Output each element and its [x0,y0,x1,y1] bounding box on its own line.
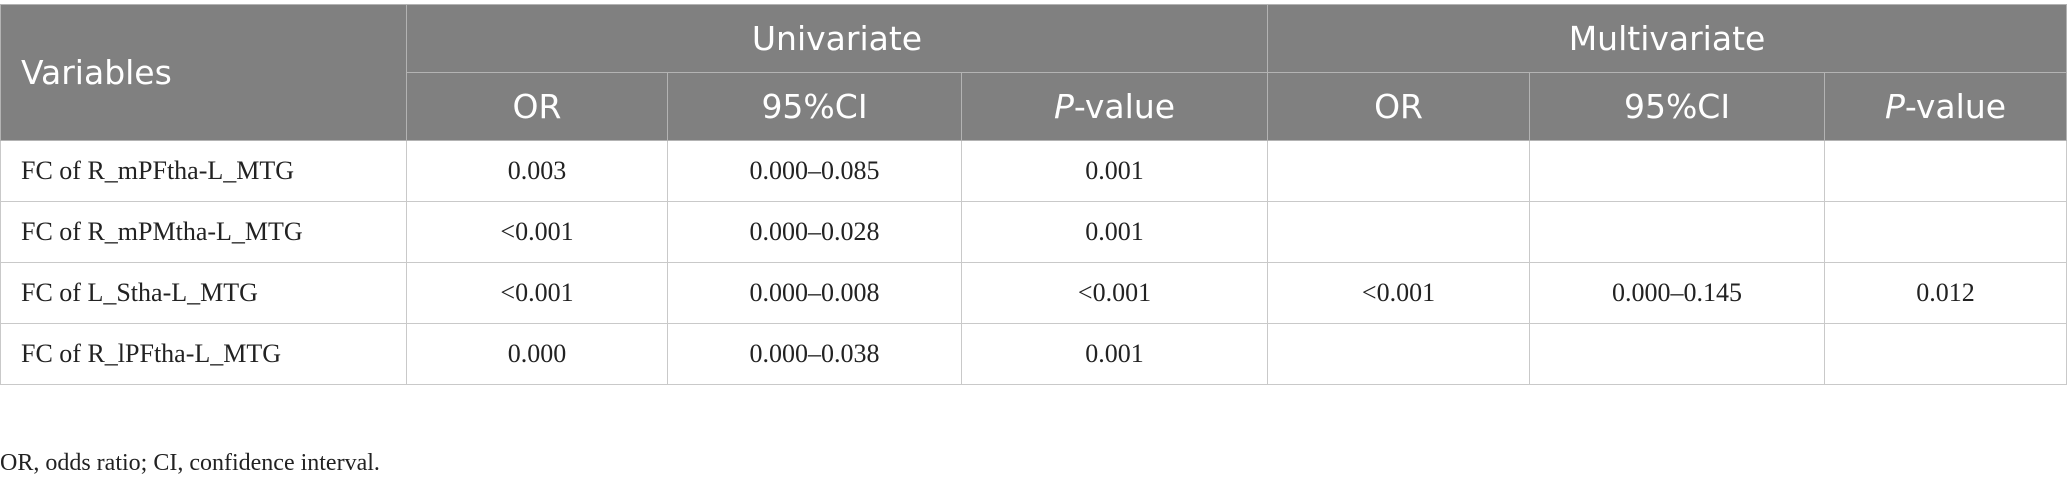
table-cell: 0.000 [406,323,668,385]
table-cell: <0.001 [1267,262,1531,324]
table-cell [1824,323,2067,385]
table-cell: 0.001 [960,323,1269,385]
table-cell: 0.000–0.145 [1529,262,1826,324]
table-cell [1824,201,2067,263]
table-row: FC of R_lPFtha-L_MTG 0.000 0.000–0.038 0… [0,323,2067,385]
table-cell: 0.001 [960,140,1269,202]
table-cell [1267,323,1531,385]
table-cell: 0.001 [960,201,1269,263]
table-cell [1529,140,1826,202]
variable-cell: FC of R_mPFtha-L_MTG [0,140,407,202]
table-row: FC of R_mPMtha-L_MTG <0.001 0.000–0.028 … [0,201,2067,263]
multivariate-pvalue-header: P-value [1824,72,2067,141]
table-row: FC of R_mPFtha-L_MTG 0.003 0.000–0.085 0… [0,140,2067,202]
table-cell: 0.000–0.028 [667,201,962,263]
table-cell: <0.001 [960,262,1269,324]
variables-header: Variables [0,4,407,141]
table-cell: 0.000–0.038 [667,323,962,385]
table-cell [1529,201,1826,263]
table-cell: 0.000–0.085 [667,140,962,202]
table-cell [1824,140,2067,202]
table-cell [1267,140,1531,202]
table-cell [1267,201,1531,263]
multivariate-header: Multivariate [1267,4,2067,73]
variable-cell: FC of L_Stha-L_MTG [0,262,407,324]
table-cell: 0.003 [406,140,668,202]
univariate-ci-header: 95%CI [667,72,962,141]
table-cell [1529,323,1826,385]
table-cell: <0.001 [406,262,668,324]
table-footnote: OR, odds ratio; CI, confidence interval. [0,450,380,476]
variable-cell: FC of R_mPMtha-L_MTG [0,201,407,263]
results-table: Variables Univariate Multivariate OR 95%… [0,4,2067,385]
table-cell: <0.001 [406,201,668,263]
univariate-or-header: OR [406,72,668,141]
univariate-header: Univariate [405,4,1269,73]
table-row: FC of L_Stha-L_MTG <0.001 0.000–0.008 <0… [0,262,2067,324]
variable-cell: FC of R_lPFtha-L_MTG [0,323,407,385]
table-cell: 0.012 [1824,262,2067,324]
multivariate-ci-header: 95%CI [1529,72,1826,141]
table-cell: 0.000–0.008 [667,262,962,324]
univariate-pvalue-header: P-value [960,72,1269,141]
multivariate-or-header: OR [1267,72,1531,141]
